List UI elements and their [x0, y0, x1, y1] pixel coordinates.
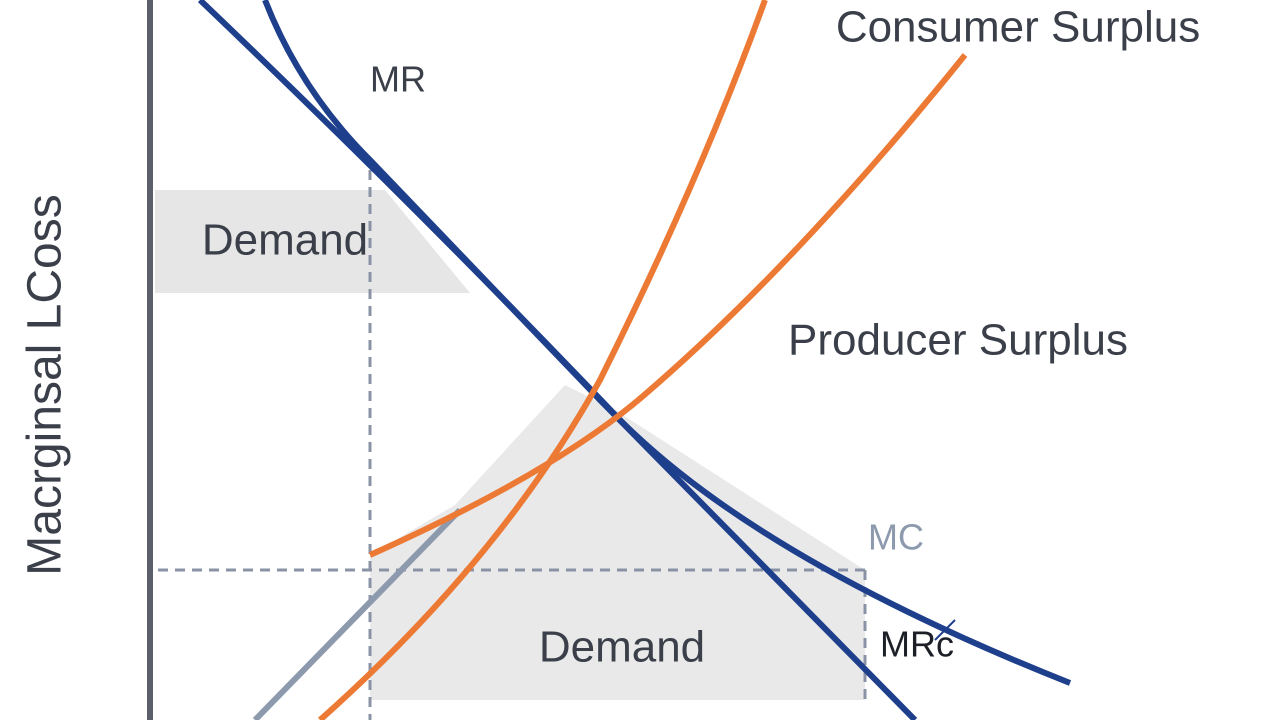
producer-surplus-label: Producer Surplus — [788, 316, 1128, 365]
mc-curve — [318, 0, 768, 720]
supply-line — [252, 507, 463, 720]
consumer-surplus-label: Consumer Surplus — [836, 3, 1200, 52]
mrc-label: MRc — [880, 624, 954, 665]
lower-shaded-area — [370, 385, 865, 700]
axis-label: Macrginsal LCoss — [19, 194, 72, 575]
demand-label: Demand — [539, 623, 705, 672]
mr-label: MR — [370, 59, 426, 100]
mrc-curve — [368, 53, 968, 558]
tick-stroke — [934, 619, 956, 641]
upper-shaded-area — [155, 190, 470, 293]
mr-curve — [262, 0, 918, 720]
mc-label: MC — [868, 517, 924, 558]
demand-label: Demand — [202, 216, 368, 265]
